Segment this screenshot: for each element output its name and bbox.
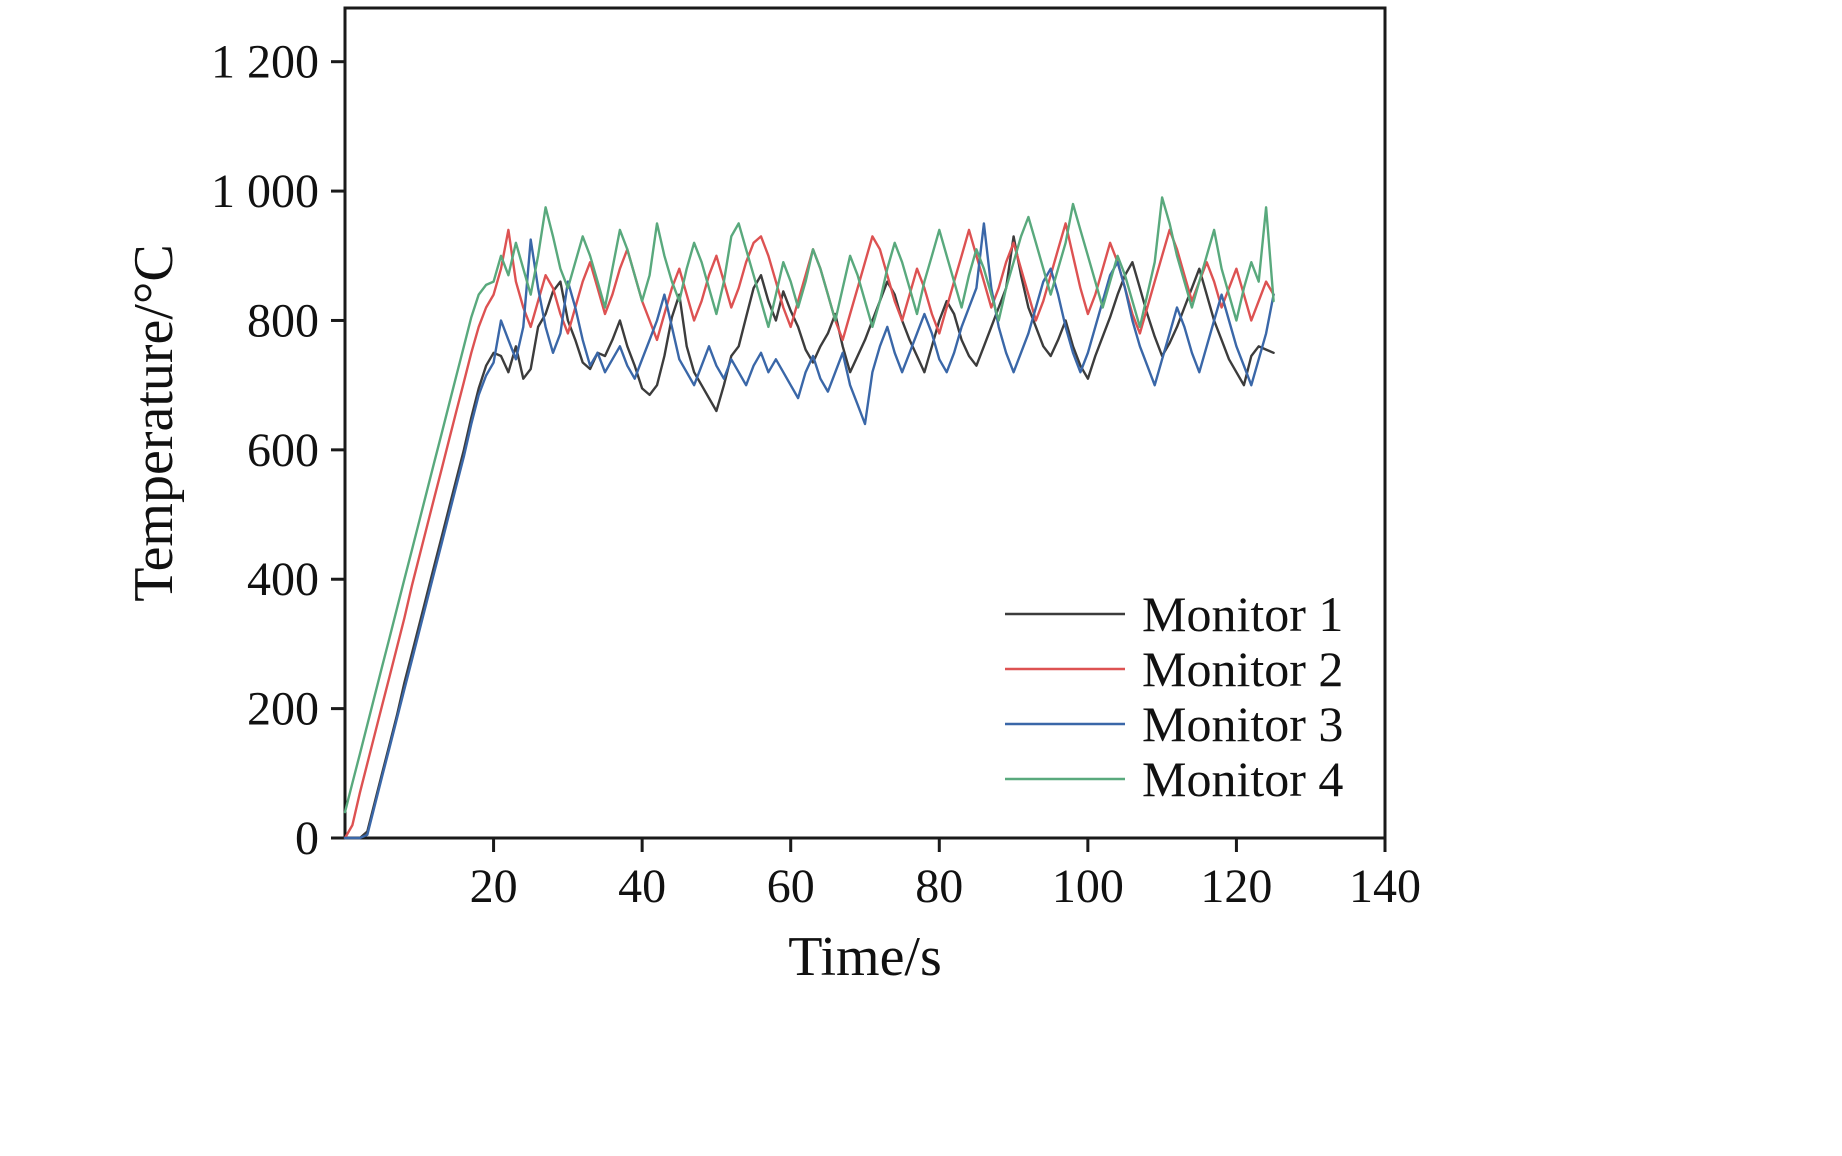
x-axis-title: Time/s (788, 926, 942, 988)
plot-content: 20 40 60 80 100 120 140 0 200 400 600 800 1 000 1 200… (211, 36, 1421, 913)
y-tick-label: 200 (247, 683, 319, 736)
y-tick-label: 400 (247, 553, 319, 606)
y-tick-label: 0 (295, 812, 319, 865)
series-line-monitor-3 (343, 222, 1275, 840)
y-tick-label: 1 200 (211, 36, 319, 89)
x-tick-label: 140 (1349, 860, 1421, 913)
y-tick-label: 600 (247, 424, 319, 477)
x-tick-label: 120 (1200, 860, 1272, 913)
y-axis-title: Temperature/°C (123, 244, 185, 601)
legend-label-monitor-3: Monitor 3 (1142, 696, 1343, 752)
x-tick-label: 100 (1052, 860, 1124, 913)
series-line-monitor-4 (343, 196, 1275, 814)
x-tick-label: 60 (767, 860, 815, 913)
legend-label-monitor-2: Monitor 2 (1142, 641, 1343, 697)
x-tick-label: 40 (618, 860, 666, 913)
legend-label-monitor-4: Monitor 4 (1142, 751, 1343, 807)
y-tick-label: 800 (247, 294, 319, 347)
series-line-monitor-2 (343, 222, 1275, 840)
series-line-monitor-1 (343, 235, 1275, 840)
plot-border (343, 6, 1387, 840)
x-tick-label: 80 (915, 860, 963, 913)
legend-label-monitor-1: Monitor 1 (1142, 586, 1343, 642)
y-tick-label: 1 000 (211, 165, 319, 218)
x-tick-label: 20 (470, 860, 518, 913)
